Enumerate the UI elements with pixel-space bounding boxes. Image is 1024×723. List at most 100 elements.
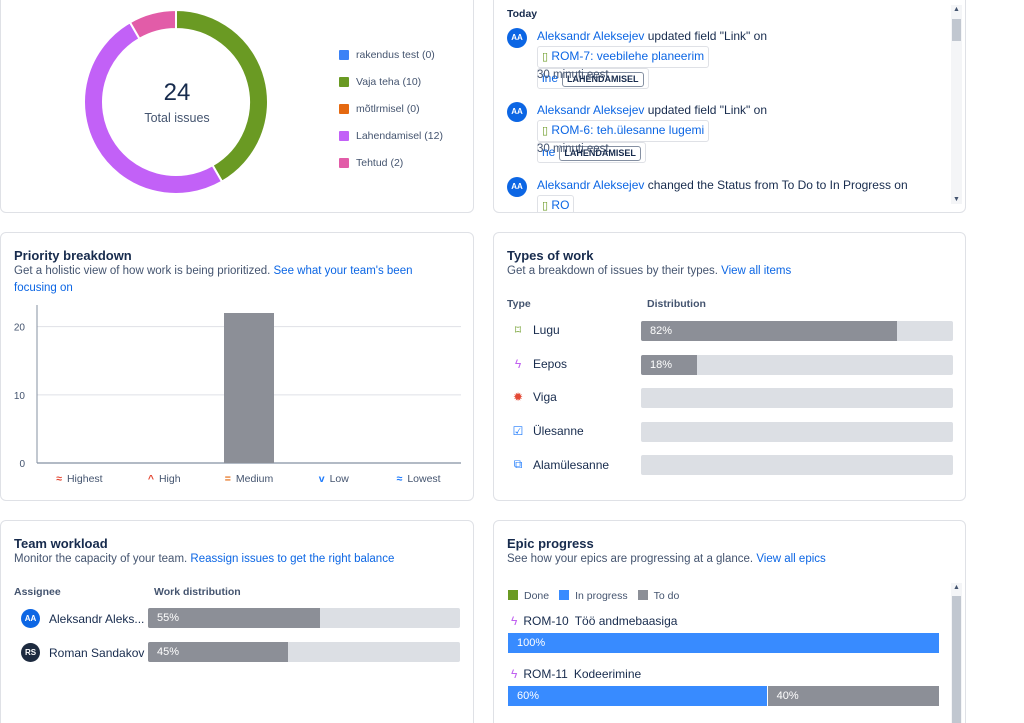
type-row-lugu[interactable]: ⌑ Lugu xyxy=(511,323,560,337)
activity-time: 30 minuti eest xyxy=(537,143,609,155)
legend-item[interactable]: Vaja teha (10) xyxy=(339,68,443,95)
in-progress-segment: 100% xyxy=(508,633,939,653)
epic-rom-10[interactable]: ϟ ROM-10 Töö andmebaasiga xyxy=(511,614,677,628)
card-description: Monitor the capacity of your team. xyxy=(14,553,191,565)
lightning-icon: ϟ xyxy=(511,667,518,681)
type-row-eepos[interactable]: ϟ Eepos xyxy=(511,357,567,371)
bookmark-icon: ▯ xyxy=(542,200,549,212)
y-tick-label: 10 xyxy=(14,391,26,402)
in-progress-segment: 60% xyxy=(508,686,767,706)
priority-medium-icon: = xyxy=(224,473,231,485)
focus-link[interactable]: See what your team's been focusing on xyxy=(14,265,413,294)
distribution-bar[interactable] xyxy=(641,388,953,408)
column-header-work-distribution: Work distribution xyxy=(154,586,241,598)
assignee-row[interactable]: RS Roman Sandakov xyxy=(21,643,144,662)
issue-link[interactable]: ▯ ROM-6: teh.ülesanne lugemi xyxy=(537,120,710,142)
avatar[interactable]: AA xyxy=(507,177,527,197)
total-issues-label: Total issues xyxy=(144,111,210,125)
distribution-bar[interactable] xyxy=(641,455,953,475)
scroll-thumb[interactable] xyxy=(952,19,961,41)
distribution-bar[interactable] xyxy=(641,421,953,442)
team-workload-card: Team workload Monitor the capacity of yo… xyxy=(0,520,474,723)
legend-swatch xyxy=(339,157,349,168)
scroll-down-arrow-icon[interactable]: ▼ xyxy=(953,196,960,203)
epic-progress-bar[interactable]: 60% 40% xyxy=(508,686,939,706)
activity-scrollbar[interactable]: ▲ ▼ xyxy=(951,5,962,204)
legend-item[interactable]: rakendus test (0) xyxy=(339,41,443,68)
scroll-up-arrow-icon[interactable]: ▲ xyxy=(953,6,960,13)
priority-lowest-icon: ≈ xyxy=(396,473,403,485)
user-link[interactable]: Aleksandr Aleksejev xyxy=(537,29,645,43)
priority-high-icon: ^ xyxy=(147,473,154,485)
issue-link-continued[interactable]: ne LAHENDAMISEL xyxy=(537,142,646,163)
priority-highest-icon: ≈ xyxy=(56,473,62,485)
status-lozenge: LAHENDAMISEL xyxy=(562,72,644,87)
bookmark-icon: ▯ xyxy=(542,51,549,63)
epic-scrollbar[interactable]: ▲ xyxy=(951,583,962,723)
status-overview-card: 24 Total issues rakendus test (0) Vaja t… xyxy=(0,0,474,213)
legend-item[interactable]: Tehtud (2) xyxy=(339,149,443,176)
issue-link[interactable]: ▯ ROM-7: veebilehe planeerim xyxy=(537,46,710,68)
epic-name: Kodeerimine xyxy=(573,667,642,681)
avatar: RS xyxy=(21,643,40,662)
legend-swatch xyxy=(637,590,648,600)
assignee-name: Aleksandr Aleks... xyxy=(49,611,145,626)
epic-key: ROM-10 xyxy=(523,614,569,628)
distribution-bar-fill: 18% xyxy=(641,354,698,375)
x-tick-label: = Medium xyxy=(224,473,274,485)
issue-link[interactable]: ▯ RO xyxy=(537,195,575,212)
card-description: Get a breakdown of issues by their types… xyxy=(507,265,722,277)
view-all-items-link[interactable]: View all items xyxy=(721,265,792,277)
view-all-epics-link[interactable]: View all epics xyxy=(756,553,826,565)
avatar[interactable]: AA xyxy=(507,28,527,48)
card-description: See how your epics are progressing at a … xyxy=(507,553,757,565)
reassign-link[interactable]: Reassign issues to get the right balance xyxy=(190,553,395,565)
distribution-bar[interactable]: 18% xyxy=(641,354,953,375)
type-row-alamülesanne[interactable]: ⧉ Alamülesanne xyxy=(511,457,609,472)
assignee-row[interactable]: AA Aleksandr Aleks... xyxy=(21,609,144,628)
y-tick-label: 20 xyxy=(14,323,26,334)
legend-item: To do xyxy=(637,590,679,602)
epic-rom-11[interactable]: ϟ ROM-11 Kodeerimine xyxy=(511,667,641,681)
work-distribution-bar[interactable]: 55% xyxy=(148,608,460,628)
avatar[interactable]: AA xyxy=(507,102,527,122)
donut-slice-tehtud[interactable] xyxy=(128,8,178,41)
epic-key: ROM-11 xyxy=(523,667,568,681)
types-of-work-card: Types of work Get a breakdown of issues … xyxy=(493,232,966,501)
work-distribution-bar[interactable]: 45% xyxy=(148,642,460,662)
legend-swatch xyxy=(339,103,349,114)
scroll-thumb[interactable] xyxy=(952,596,961,723)
bug-icon: ✹ xyxy=(512,390,524,404)
status-donut-chart xyxy=(82,8,269,196)
x-tick-label: v Low xyxy=(318,473,349,485)
lightning-icon: ϟ xyxy=(514,356,522,371)
type-row-ülesanne[interactable]: ☑ Ülesanne xyxy=(511,424,584,438)
work-distribution-bar-fill: 45% xyxy=(148,642,289,662)
subtask-icon: ⧉ xyxy=(513,457,523,471)
distribution-bar-fill: 82% xyxy=(641,321,897,341)
bar-medium[interactable] xyxy=(224,313,274,463)
type-label: Alamülesanne xyxy=(533,457,610,472)
donut-slice-lahendamisel[interactable] xyxy=(82,20,224,196)
type-label: Viga xyxy=(533,390,557,404)
x-tick-label: ^ High xyxy=(147,473,181,485)
epic-progress-bar[interactable]: 100% xyxy=(508,633,939,653)
status-lozenge: LAHENDAMISEL xyxy=(559,146,641,161)
type-row-viga[interactable]: ✹ Viga xyxy=(511,390,557,404)
legend-item[interactable]: Lahendamisel (12) xyxy=(339,122,443,149)
distribution-bar[interactable]: 82% xyxy=(641,321,953,341)
card-title: Team workload xyxy=(14,536,108,551)
user-link[interactable]: Aleksandr Aleksejev xyxy=(537,178,645,192)
type-label: Ülesanne xyxy=(533,423,584,438)
epic-legend: Done In progress To do xyxy=(508,590,689,602)
legend-swatch xyxy=(559,590,570,600)
x-tick-label: ≈ Highest xyxy=(56,473,103,485)
x-tick-label: ≈ Lowest xyxy=(396,473,441,485)
epic-progress-card: Epic progress See how your epics are pro… xyxy=(493,520,966,723)
issue-link-continued[interactable]: ine LAHENDAMISEL xyxy=(537,68,649,89)
priority-bar-chart: 0 10 20 xyxy=(14,305,461,470)
activity-time: 30 minuti eest xyxy=(537,69,609,81)
user-link[interactable]: Aleksandr Aleksejev xyxy=(537,103,645,117)
scroll-up-arrow-icon[interactable]: ▲ xyxy=(953,584,960,591)
legend-item[interactable]: mõtlrmisel (0) xyxy=(339,95,443,122)
